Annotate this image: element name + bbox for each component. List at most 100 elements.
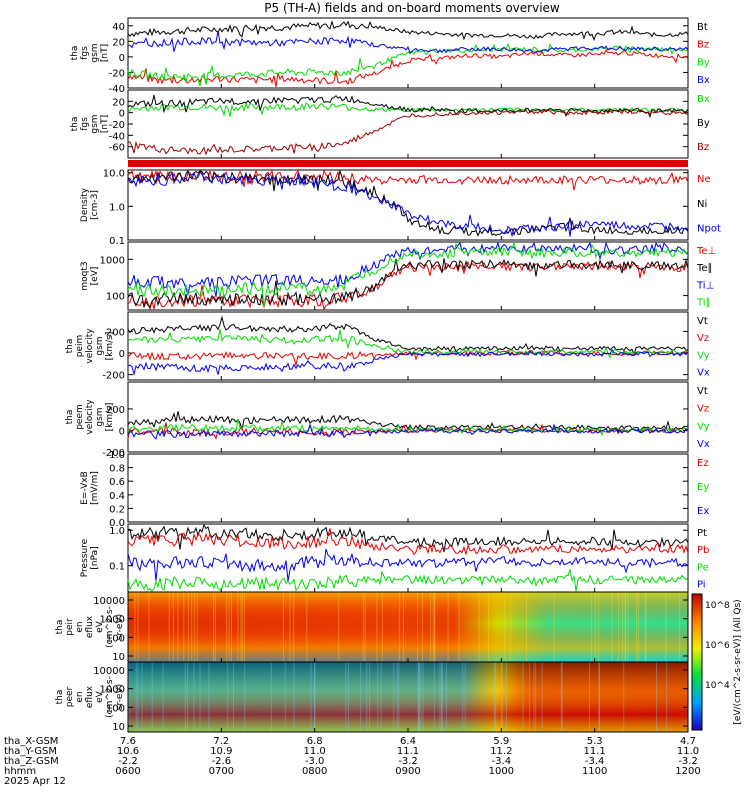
footer-value: 0700 xyxy=(209,766,234,777)
series-line-Vx xyxy=(127,423,689,440)
y-axis-label: Density xyxy=(80,187,90,222)
legend-label: Ey xyxy=(697,482,709,493)
y-tick-label: 0.1 xyxy=(109,562,125,573)
y-axis-label: eV xyxy=(95,690,105,703)
series-line-Pi xyxy=(127,548,689,582)
legend-label: Ti⊥ xyxy=(696,280,714,291)
legend-label: Ti∥ xyxy=(696,297,711,308)
panel-8: 1.0 0.1 Pressure [nPa] Pt Pb Pe Pi xyxy=(80,523,709,593)
series-line-Bz xyxy=(127,49,689,87)
y-tick-label: -60 xyxy=(109,143,125,154)
y-tick-label: 1.0 xyxy=(109,526,125,537)
y-tick-label: 1000 xyxy=(100,685,125,696)
footer-value: 7.2 xyxy=(213,736,229,747)
y-axis-label: velocity xyxy=(85,399,95,435)
series-line-Pe xyxy=(127,569,689,592)
panel-2: 200-20-40-60 tha fgs gsm [nT] Bx By Bz xyxy=(70,89,710,159)
legend-label: Ne xyxy=(697,174,711,185)
series-line-Ti⊥ xyxy=(127,241,689,298)
y-axis-label: gsm xyxy=(95,336,105,355)
y-axis-label: [km/s] xyxy=(105,403,115,432)
panel-3: 10.0 1.0 0.1 Density [cm-3] Ne Ni Npot xyxy=(80,169,721,247)
y-axis-label: eV xyxy=(95,620,105,633)
spectrogram-shading xyxy=(128,662,688,732)
y-tick-label: 0.4 xyxy=(109,491,125,502)
series-line-Npot xyxy=(127,171,689,238)
footer-value: -3.2 xyxy=(678,756,698,767)
y-tick-label: -20 xyxy=(109,68,125,79)
footer-value: 11.0 xyxy=(304,746,326,757)
panel-frame xyxy=(127,523,689,593)
footer-value: -3.4 xyxy=(492,756,512,767)
footer-row-label: tha_Z-GSM xyxy=(4,756,59,767)
footer-value: 5.3 xyxy=(587,736,603,747)
y-axis-label: eflux xyxy=(85,615,95,638)
footer-value: 0600 xyxy=(115,766,140,777)
series-line-Te∥ xyxy=(127,258,689,308)
y-axis-label: [eV] xyxy=(90,267,100,286)
footer-value: 1000 xyxy=(489,766,514,777)
panel-7: 1.0 0.8 0.6 0.4 0.2 0.0 E=-VxB [mV/m] Ez Ey Ex xyxy=(80,450,709,529)
y-tick-label: 20 xyxy=(112,97,125,108)
y-tick-label: 0 xyxy=(119,53,125,64)
series-line-Bx xyxy=(127,102,689,117)
y-tick-label: 0.8 xyxy=(109,464,125,475)
footer-value: -3.0 xyxy=(305,756,325,767)
y-axis-label: tha xyxy=(65,410,75,425)
y-tick-label: 1.0 xyxy=(109,450,125,461)
y-axis-label: en xyxy=(75,691,85,702)
y-tick-label: 100 xyxy=(106,703,125,714)
y-tick-label: 0 xyxy=(119,349,125,360)
panel-6: 200 0 -200 tha peem velocity gsm [km/s] Vt Vz Vy Vx xyxy=(65,381,710,459)
y-axis-label: peir xyxy=(65,618,75,636)
y-tick-label: 0.2 xyxy=(109,504,125,515)
y-tick-label: -200 xyxy=(102,448,125,459)
y-axis-label: tha xyxy=(55,620,65,635)
footer-value: 11.0 xyxy=(677,746,699,757)
footer-value: 11.1 xyxy=(584,746,606,757)
y-tick-label: 200 xyxy=(106,405,125,416)
y-axis-label: tha xyxy=(55,690,65,705)
legend-label: Vy xyxy=(697,350,710,361)
y-axis-label: tha xyxy=(65,339,75,354)
y-axis-label: Pressure xyxy=(80,538,90,577)
legend-label: Ex xyxy=(697,506,709,517)
y-axis-label: [km/s] xyxy=(105,332,115,361)
footer-value: 0800 xyxy=(302,766,327,777)
y-axis-label: (cm^2-s- xyxy=(105,676,115,718)
footer-date: 2025 Apr 12 xyxy=(4,776,66,787)
legend-label: Ni xyxy=(697,199,707,210)
footer-value: 11.2 xyxy=(490,746,512,757)
y-axis-label: sr-eV) xyxy=(115,684,125,710)
series-line-Bt xyxy=(127,19,689,42)
y-tick-label: 10 xyxy=(112,652,125,663)
series-line-By xyxy=(127,42,689,87)
panel-frame xyxy=(127,381,689,453)
series-line-Ti∥ xyxy=(127,241,689,308)
footer-value: 11.1 xyxy=(397,746,419,757)
legend-label: Te∥ xyxy=(696,263,713,274)
separator-band xyxy=(128,160,688,167)
colorbar xyxy=(691,593,703,731)
legend-label: Vx xyxy=(697,439,710,450)
y-tick-label: -40 xyxy=(109,84,125,95)
y-tick-label: 10 xyxy=(112,722,125,733)
y-axis-label: peem xyxy=(75,404,85,430)
footer-value: 1100 xyxy=(582,766,607,777)
colorbar-tick-label: 10^4 xyxy=(705,681,730,691)
footer-row-label: tha_Y-GSM xyxy=(4,746,57,757)
y-axis-label: [nT] xyxy=(100,115,110,133)
legend-label: Vz xyxy=(697,333,709,344)
y-tick-label: 10000 xyxy=(93,666,125,677)
y-axis-label: [nPa] xyxy=(90,546,100,569)
panel-10: 10000 1000 100 10 tha peer en eflux eV (cm^2-s-sr… xyxy=(55,661,689,733)
y-tick-label: 1000 xyxy=(100,615,125,626)
y-tick-label: 0 xyxy=(119,109,125,120)
y-axis-label: eflux xyxy=(85,685,95,708)
footer-value: 5.9 xyxy=(493,736,509,747)
y-tick-label: 10.0 xyxy=(103,169,125,180)
y-axis-label: peer xyxy=(65,686,75,707)
series-line-Vy xyxy=(127,329,689,359)
legend-label: Vt xyxy=(697,316,708,327)
y-tick-label: -20 xyxy=(109,120,125,131)
